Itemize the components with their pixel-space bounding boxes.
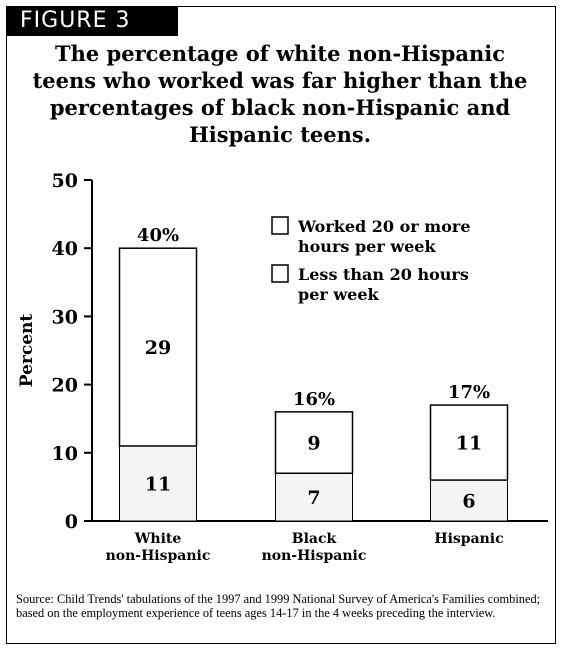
y-tick-label: 20: [52, 375, 78, 397]
segment-value-label: 6: [462, 491, 475, 513]
segment-value-label: 7: [307, 487, 320, 509]
y-tick-label: 40: [52, 238, 78, 260]
segment-value-label: 11: [145, 473, 171, 495]
legend-label: Less than 20 hours per week: [298, 265, 469, 304]
x-tick-label: Hispanic: [434, 531, 503, 547]
bar-total-label: 16%: [293, 389, 335, 410]
bar-total-label: 40%: [137, 225, 179, 246]
segment-value-label: 29: [145, 337, 171, 359]
bar-segment: [275, 472, 353, 522]
bar-segment: [430, 479, 508, 522]
y-tick-label: 50: [52, 170, 78, 192]
bar-segment: [429, 404, 509, 481]
x-tick-label: Black non-Hispanic: [262, 531, 367, 564]
segment-value-label: 9: [307, 433, 320, 455]
legend-swatch: [271, 216, 289, 235]
bar-segment: [119, 445, 197, 522]
y-axis-label: Percent: [17, 314, 37, 388]
y-tick-label: 0: [65, 511, 78, 533]
figure-frame: [6, 6, 556, 644]
legend-swatch: [271, 264, 289, 283]
bar-segment: [274, 411, 354, 475]
figure-label: FIGURE 3: [6, 6, 178, 36]
legend-label: Worked 20 or more hours per week: [297, 217, 471, 256]
y-tick-label: 30: [52, 306, 78, 328]
bar-segment: [118, 247, 198, 447]
segment-value-label: 11: [456, 433, 482, 455]
chart-title: The percentage of white non-Hispanic tee…: [32, 41, 528, 147]
source-note: Source: Child Trends' tabulations of the…: [16, 592, 541, 620]
y-tick-label: 10: [52, 443, 78, 465]
x-tick-label: White non-Hispanic: [106, 531, 211, 564]
bar-total-label: 17%: [448, 382, 490, 403]
